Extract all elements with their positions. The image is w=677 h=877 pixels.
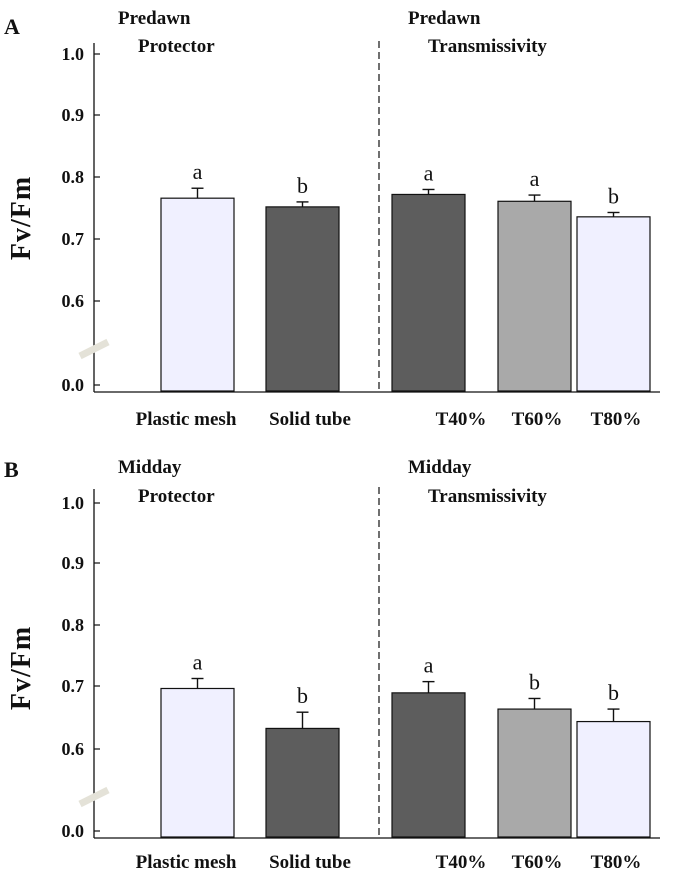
panel-b-y-tick-label: 0.7: [62, 676, 85, 696]
panel-a-y-tick-label: 0.7: [62, 229, 85, 249]
panel-b-y-tick-label: 0.8: [62, 615, 85, 635]
panel-a-bar: [265, 206, 340, 392]
panel-a-y-tick-label: 0.9: [62, 105, 85, 125]
panel-b-group-title-line1: Midday: [408, 457, 472, 478]
panel-a-bar: [576, 216, 651, 392]
panel-a-group-title-line1: Predawn: [118, 8, 191, 29]
panel-b-bar: [265, 727, 340, 838]
panel-a-category-label: T80%: [591, 409, 642, 430]
panel-b-significance-letter: b: [529, 669, 540, 694]
panel-a-y-tick-label: 0.6: [62, 291, 85, 311]
panel-b-group-title-line2: Protector: [138, 486, 215, 507]
panel-b-axis-break-mark: [78, 786, 110, 808]
panel-b-bar: [497, 708, 572, 838]
panel-b-bar: [391, 692, 466, 838]
panel-b-significance-letter: b: [297, 683, 308, 708]
panel-b-significance-letter: b: [608, 680, 619, 705]
panel-a-significance-letter: b: [608, 183, 619, 208]
panel-a-significance-letter: a: [530, 166, 540, 191]
panel-b-panel-label: B: [4, 457, 19, 482]
panel-b-bar: [576, 720, 651, 838]
panel-a-bar: [160, 197, 235, 392]
panel-b-category-label: T40%: [436, 852, 487, 873]
panel-b-category-label: T80%: [591, 852, 642, 873]
panel-a-significance-letter: a: [424, 160, 434, 185]
panel-a-significance-letter: a: [193, 159, 203, 184]
panel-a-category-label: T60%: [512, 409, 563, 430]
panel-a-y-axis-label: Fv/Fm: [6, 176, 37, 260]
panel-b-group-title-line2: Transmissivity: [428, 486, 547, 507]
panel-a-axis-break-mark: [78, 338, 110, 360]
panel-a-y-tick-label: 0.0: [62, 375, 85, 395]
panel-a-y-tick-label: 1.0: [62, 44, 85, 64]
panel-a-panel-label: A: [4, 14, 20, 39]
panel-b-group-title-line1: Midday: [118, 457, 182, 478]
panel-a-group-title-line2: Transmissivity: [428, 36, 547, 57]
panel-a-category-label: Plastic mesh: [136, 409, 237, 430]
panel-a-group-title-line1: Predawn: [408, 8, 481, 29]
panel-b-bar: [160, 687, 235, 838]
panel-b-category-label: Solid tube: [269, 852, 351, 873]
panel-b-y-tick-label: 0.0: [62, 821, 85, 841]
panel-a-significance-letter: b: [297, 173, 308, 198]
panel-a-bar: [497, 200, 572, 392]
panel-b-y-axis-label: Fv/Fm: [6, 626, 37, 710]
panel-b-y-tick-label: 1.0: [62, 493, 85, 513]
panel-b-y-tick-label: 0.6: [62, 739, 85, 759]
panel-b-category-label: Plastic mesh: [136, 852, 237, 873]
panel-b-y-tick-label: 0.9: [62, 553, 85, 573]
panel-a-bar: [391, 193, 466, 392]
panel-a-group-title-line2: Protector: [138, 36, 215, 57]
panel-a-y-tick-label: 0.8: [62, 167, 85, 187]
panel-a-category-label: Solid tube: [269, 409, 351, 430]
panel-b-category-label: T60%: [512, 852, 563, 873]
panel-b-significance-letter: a: [424, 653, 434, 678]
panel-a-category-label: T40%: [436, 409, 487, 430]
panel-b-significance-letter: a: [193, 650, 203, 675]
